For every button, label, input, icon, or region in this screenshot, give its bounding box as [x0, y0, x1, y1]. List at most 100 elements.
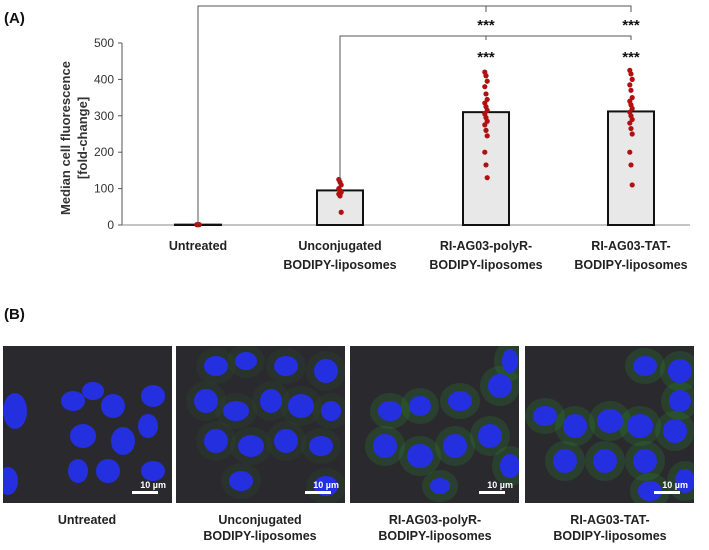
data-point	[483, 127, 489, 133]
nucleus	[3, 393, 27, 429]
nucleus	[627, 414, 653, 438]
data-point	[337, 193, 343, 199]
nucleus	[448, 391, 472, 411]
bar-chart: 0 100 200 300 400 500 Median cell fluorescence…	[58, 5, 690, 272]
nucleus	[443, 434, 467, 458]
significance-label: ***	[477, 49, 495, 66]
micrograph-image	[186, 346, 345, 503]
nucleus	[229, 471, 253, 491]
nucleus	[675, 469, 694, 493]
y-tick-label: 300	[94, 109, 114, 123]
data-point	[629, 76, 635, 82]
nucleus	[373, 434, 397, 458]
nucleus	[409, 396, 431, 416]
nucleus	[141, 461, 165, 481]
micrograph-caption: Unconjugated BODIPY-liposomes	[203, 513, 317, 543]
significance-label: ***	[622, 17, 640, 34]
nucleus	[223, 401, 249, 421]
nucleus	[204, 429, 228, 453]
x-tick-label: RI-AG03-TAT-	[591, 239, 670, 253]
scale-bar-label: 10 µm	[140, 480, 166, 490]
data-point	[628, 162, 634, 168]
data-point	[484, 78, 490, 84]
nucleus	[321, 401, 341, 421]
nucleus	[478, 424, 502, 448]
data-point	[628, 125, 634, 132]
x-tick-label: Unconjugated	[298, 239, 381, 253]
nucleus	[141, 385, 165, 407]
y-axis-label: [fold-change]	[75, 97, 90, 179]
micrograph-image	[3, 382, 165, 495]
data-point	[482, 84, 488, 90]
micrograph-caption: Untreated	[57, 513, 117, 527]
nucleus	[668, 359, 692, 383]
data-point	[483, 91, 489, 97]
data-point	[629, 182, 635, 188]
nucleus	[669, 390, 691, 412]
nucleus	[61, 391, 85, 411]
scale-bar-label: 10 µm	[662, 480, 688, 490]
nucleus	[96, 459, 120, 483]
scale-bar	[305, 491, 331, 494]
micrograph-untreated: 10 µm	[3, 346, 172, 503]
nucleus	[3, 467, 18, 495]
nucleus	[111, 427, 135, 455]
nucleus	[633, 449, 657, 473]
micrograph-image	[525, 348, 694, 503]
data-point	[482, 149, 488, 155]
nucleus	[633, 356, 657, 376]
y-tick-label: 200	[94, 145, 114, 159]
data-point	[628, 87, 634, 93]
y-axis-label: Median cell fluorescence	[58, 61, 73, 215]
nucleus	[430, 478, 450, 494]
scale-bar	[132, 491, 158, 494]
nucleus	[101, 394, 125, 418]
scale-bar	[479, 491, 505, 494]
data-point	[483, 162, 489, 168]
y-tick-label: 500	[94, 36, 114, 50]
data-point	[483, 73, 489, 79]
micrograph-caption: RI-AG03-polyR- BODIPY-liposomes	[378, 513, 492, 543]
micrograph-caption: RI-AG03-TAT- BODIPY-liposomes	[553, 513, 667, 543]
x-tick-label: Untreated	[169, 239, 227, 253]
nucleus	[68, 459, 88, 483]
nucleus	[274, 429, 298, 453]
y-tick-label: 100	[94, 182, 114, 196]
data-point	[627, 82, 633, 88]
nucleus	[407, 444, 433, 468]
data-point	[484, 175, 490, 181]
nucleus	[593, 449, 617, 473]
nucleus	[502, 349, 518, 373]
scale-bar-label: 10 µm	[313, 480, 339, 490]
nucleus	[194, 389, 218, 413]
x-tick-label: BODIPY-liposomes	[429, 258, 542, 272]
micrograph-image	[365, 346, 519, 502]
nucleus	[235, 352, 257, 370]
nucleus	[488, 374, 512, 398]
nucleus	[309, 436, 333, 456]
nucleus	[378, 401, 402, 421]
nucleus	[638, 481, 662, 501]
nucleus	[204, 356, 228, 376]
nucleus	[70, 424, 96, 448]
nucleus	[314, 359, 338, 383]
panel-a-label: (A)	[4, 10, 25, 27]
scale-bar	[654, 491, 680, 494]
nucleus	[274, 356, 298, 376]
y-tick-label: 0	[107, 218, 114, 232]
data-point	[628, 71, 634, 77]
data-point	[484, 133, 490, 139]
nucleus	[663, 419, 687, 443]
panel-b-label: (B)	[4, 306, 25, 323]
x-tick-label: BODIPY-liposomes	[283, 258, 396, 272]
nucleus	[563, 414, 587, 438]
micrograph-unconjugated: 10 µm	[176, 346, 345, 503]
x-tick-label: RI-AG03-polyR-	[440, 239, 532, 253]
scale-bar-label: 10 µm	[487, 480, 513, 490]
data-point	[338, 209, 344, 215]
nucleus	[82, 382, 104, 400]
y-tick-label: 400	[94, 72, 114, 86]
nucleus	[288, 394, 314, 418]
nucleus	[597, 409, 623, 433]
nucleus	[500, 454, 519, 478]
